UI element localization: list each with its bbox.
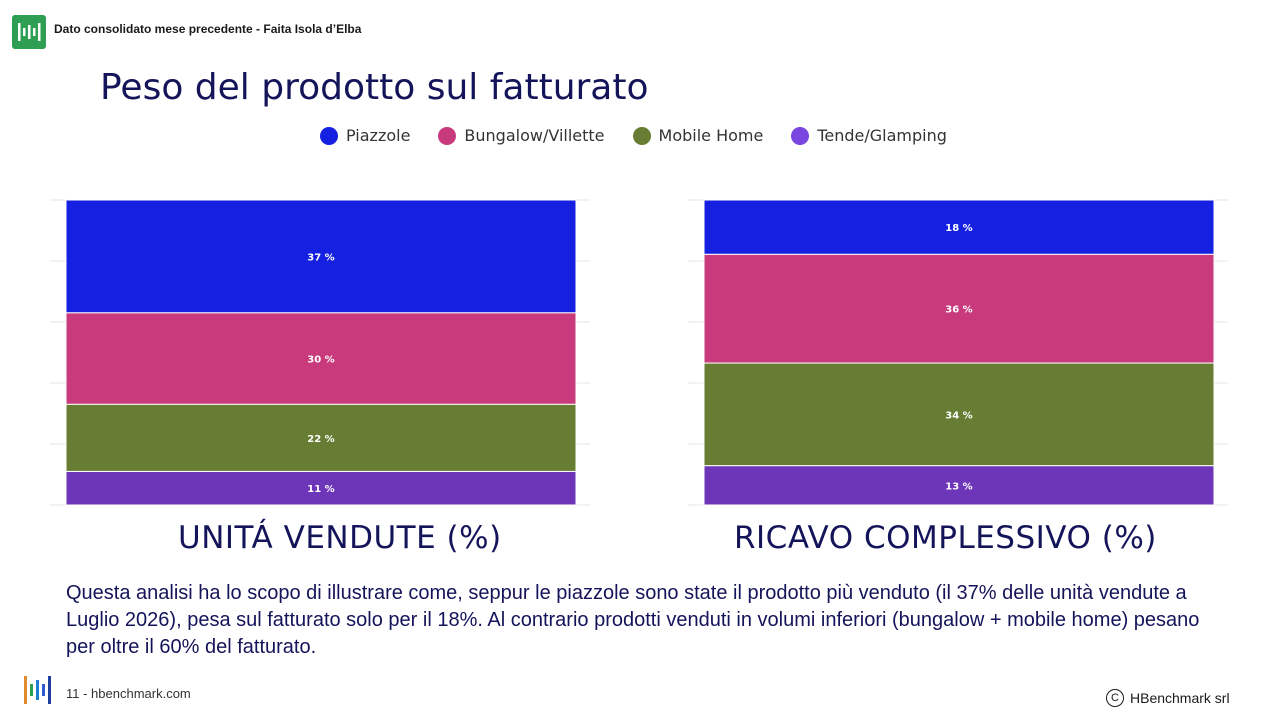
analysis-description: Questa analisi ha lo scopo di illustrare… [66,582,1200,658]
bar-segment-bungalow-villette [65,312,577,405]
legend-dot-tende [791,126,810,145]
data-label: 34 % [945,410,972,421]
bars-logo-icon [24,676,51,704]
chart-legend: Piazzole Bungalow/Villette Mobile Home T… [320,126,947,145]
legend-label: Tende/Glamping [817,126,947,145]
data-label: 18 % [945,223,972,234]
copyright-icon: C [1106,689,1124,707]
legend-item-mobile-home: Mobile Home [632,126,764,145]
header-subtitle: Dato consolidato mese precedente - Faita… [54,22,362,36]
page-title: Peso del prodotto sul fatturato [100,67,649,108]
legend-item-tende: Tende/Glamping [791,126,947,145]
data-label: 22 % [307,434,334,445]
bar-segment-piazzole [65,199,577,314]
legend-dot-bungalow [438,126,457,145]
copyright: C HBenchmark srl [1106,689,1230,707]
bar-segment-tende-glamping [65,470,577,506]
copyright-text: HBenchmark srl [1130,690,1230,706]
footer-logo [22,674,56,711]
legend-dot-mobile-home [632,126,651,145]
legend-label: Mobile Home [658,126,764,145]
units-sold-chart: 37 % 30 % 22 % 11 % [50,199,590,506]
data-label: 37 % [307,252,334,263]
revenue-chart: 18 % 36 % 34 % 13 % [688,199,1228,506]
revenue-chart-title: RICAVO COMPLESSIVO (%) [734,520,1157,556]
bar-segment-mobile-home [703,362,1215,467]
legend-item-piazzole: Piazzole [320,126,410,145]
page-number-website: 11 - hbenchmark.com [66,686,191,701]
units-sold-chart-title: UNITÁ VENDUTE (%) [178,520,502,556]
data-label: 30 % [307,355,334,366]
brand-logo [12,15,46,49]
data-label: 11 % [307,484,334,495]
legend-item-bungalow: Bungalow/Villette [438,126,605,145]
bar-segment-tende-glamping [703,465,1215,506]
bar-segment-mobile-home [65,403,577,472]
data-label: 36 % [945,305,972,316]
legend-label: Bungalow/Villette [464,126,605,145]
legend-label: Piazzole [346,126,411,145]
data-label: 13 % [945,481,972,492]
legend-dot-piazzole [320,126,338,145]
bars-logo-icon [18,23,41,41]
